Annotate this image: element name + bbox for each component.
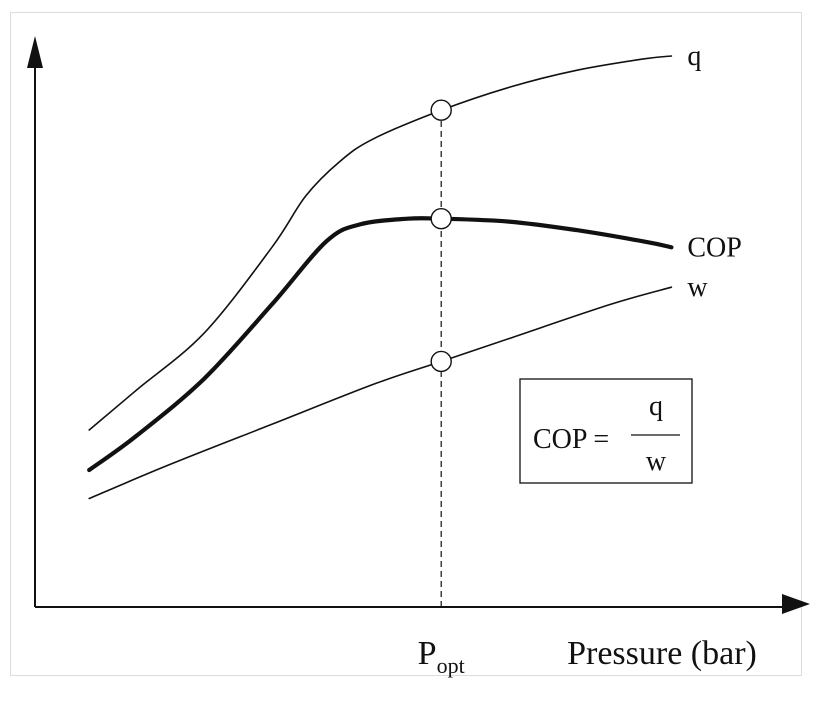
series-label-cop: COP bbox=[687, 232, 741, 263]
x-axis-arrowhead bbox=[782, 594, 810, 614]
series-line-w bbox=[88, 286, 673, 500]
formula-numerator: q bbox=[649, 391, 663, 422]
series-label-w: w bbox=[687, 272, 708, 303]
series-label-q: q bbox=[687, 41, 701, 72]
formula-lhs: COP = bbox=[533, 424, 609, 455]
series-line-cop bbox=[87, 216, 674, 473]
figure-frame bbox=[10, 12, 802, 676]
y-axis-arrowhead bbox=[27, 36, 43, 68]
optimum-pressure-label-main: P bbox=[418, 635, 437, 672]
marker-layer bbox=[430, 99, 452, 373]
series-layer bbox=[87, 55, 674, 500]
x-axis-label: Pressure (bar) bbox=[567, 635, 757, 672]
optimum-marker-w bbox=[430, 350, 452, 373]
series-line-q bbox=[88, 55, 673, 431]
formula-box-border bbox=[519, 378, 693, 484]
series-label-layer: q COP w bbox=[687, 41, 741, 303]
optimum-pressure-label-sub: opt bbox=[437, 653, 465, 678]
optimum-marker-q bbox=[430, 99, 452, 121]
optimum-marker-cop bbox=[430, 208, 452, 230]
cop-formula-box: COP = q w bbox=[519, 378, 693, 484]
formula-denominator: w bbox=[646, 446, 667, 477]
optimum-pressure-label: Popt bbox=[418, 635, 465, 678]
